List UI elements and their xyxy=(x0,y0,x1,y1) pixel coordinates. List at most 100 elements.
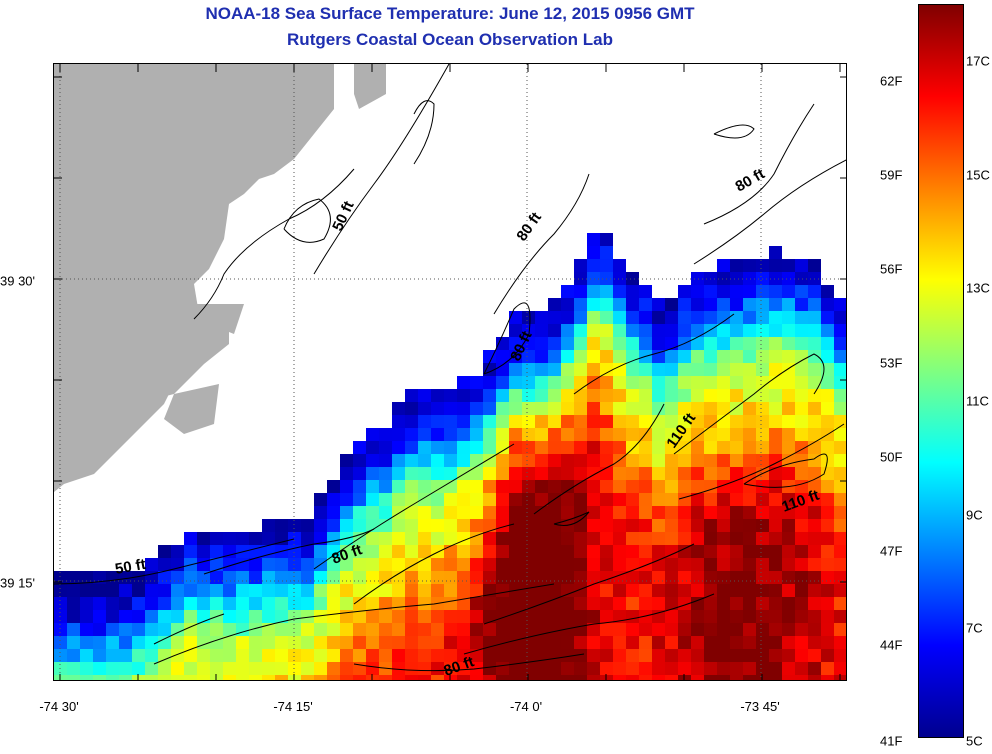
sst-pixel xyxy=(327,610,340,623)
sst-pixel xyxy=(561,623,574,636)
sst-pixel xyxy=(626,311,639,324)
sst-pixel xyxy=(431,532,444,545)
sst-pixel xyxy=(392,532,405,545)
sst-pixel xyxy=(574,454,587,467)
sst-pixel xyxy=(795,493,808,506)
sst-pixel xyxy=(483,675,496,680)
sst-pixel xyxy=(756,298,769,311)
sst-pixel xyxy=(327,584,340,597)
sst-pixel xyxy=(652,363,665,376)
sst-pixel xyxy=(704,311,717,324)
sst-pixel xyxy=(639,298,652,311)
sst-pixel xyxy=(795,623,808,636)
sst-pixel xyxy=(119,636,132,649)
sst-pixel xyxy=(678,311,691,324)
sst-pixel xyxy=(54,571,67,584)
sst-pixel xyxy=(639,506,652,519)
sst-pixel xyxy=(483,610,496,623)
sst-pixel xyxy=(275,636,288,649)
sst-pixel xyxy=(379,597,392,610)
sst-pixel xyxy=(834,493,846,506)
sst-pixel xyxy=(808,662,821,675)
sst-pixel xyxy=(444,480,457,493)
sst-pixel xyxy=(782,272,795,285)
sst-pixel xyxy=(457,675,470,680)
sst-pixel xyxy=(613,350,626,363)
sst-pixel xyxy=(340,467,353,480)
sst-pixel xyxy=(652,662,665,675)
sst-pixel xyxy=(782,571,795,584)
sst-pixel xyxy=(80,675,93,680)
sst-pixel xyxy=(275,584,288,597)
sst-pixel xyxy=(678,454,691,467)
sst-pixel xyxy=(600,584,613,597)
sst-pixel xyxy=(106,610,119,623)
sst-pixel xyxy=(587,636,600,649)
sst-pixel xyxy=(795,558,808,571)
sst-pixel xyxy=(587,259,600,272)
sst-pixel xyxy=(483,389,496,402)
sst-pixel xyxy=(613,623,626,636)
sst-pixel xyxy=(678,532,691,545)
sst-pixel xyxy=(574,584,587,597)
depth-contour xyxy=(413,100,435,165)
sst-pixel xyxy=(730,376,743,389)
sst-pixel xyxy=(457,584,470,597)
sst-pixel xyxy=(743,584,756,597)
sst-pixel xyxy=(587,571,600,584)
sst-pixel xyxy=(678,480,691,493)
sst-pixel xyxy=(457,467,470,480)
sst-pixel xyxy=(444,454,457,467)
sst-pixel xyxy=(262,571,275,584)
sst-pixel xyxy=(249,649,262,662)
sst-pixel xyxy=(106,662,119,675)
sst-pixel xyxy=(691,662,704,675)
sst-pixel xyxy=(275,610,288,623)
sst-pixel xyxy=(613,376,626,389)
sst-pixel xyxy=(613,610,626,623)
sst-pixel xyxy=(730,428,743,441)
sst-pixel xyxy=(561,610,574,623)
sst-pixel xyxy=(522,545,535,558)
sst-pixel xyxy=(431,584,444,597)
sst-pixel xyxy=(457,597,470,610)
sst-pixel xyxy=(509,324,522,337)
sst-pixel xyxy=(834,532,846,545)
sst-pixel xyxy=(288,649,301,662)
sst-pixel xyxy=(808,441,821,454)
sst-pixel xyxy=(808,428,821,441)
sst-pixel xyxy=(249,623,262,636)
sst-pixel xyxy=(535,649,548,662)
sst-pixel xyxy=(782,298,795,311)
sst-pixel xyxy=(834,298,846,311)
sst-pixel xyxy=(457,402,470,415)
sst-pixel xyxy=(483,467,496,480)
sst-pixel xyxy=(301,597,314,610)
sst-pixel xyxy=(535,376,548,389)
sst-pixel xyxy=(106,636,119,649)
sst-pixel xyxy=(496,428,509,441)
sst-pixel xyxy=(457,519,470,532)
sst-pixel xyxy=(431,649,444,662)
sst-pixel xyxy=(600,337,613,350)
sst-pixel xyxy=(821,311,834,324)
sst-pixel xyxy=(808,649,821,662)
sst-pixel xyxy=(80,610,93,623)
sst-pixel xyxy=(353,649,366,662)
sst-pixel xyxy=(808,337,821,350)
colorbar-f-label: 41F xyxy=(880,733,903,749)
sst-pixel xyxy=(704,558,717,571)
sst-pixel xyxy=(535,610,548,623)
sst-pixel xyxy=(717,662,730,675)
sst-pixel xyxy=(821,298,834,311)
sst-pixel xyxy=(795,662,808,675)
sst-pixel xyxy=(808,493,821,506)
sst-pixel xyxy=(340,636,353,649)
sst-pixel xyxy=(587,350,600,363)
depth-contour xyxy=(483,302,531,375)
sst-pixel xyxy=(327,506,340,519)
sst-pixel xyxy=(587,441,600,454)
sst-pixel xyxy=(730,558,743,571)
sst-pixel xyxy=(366,571,379,584)
sst-pixel xyxy=(639,363,652,376)
